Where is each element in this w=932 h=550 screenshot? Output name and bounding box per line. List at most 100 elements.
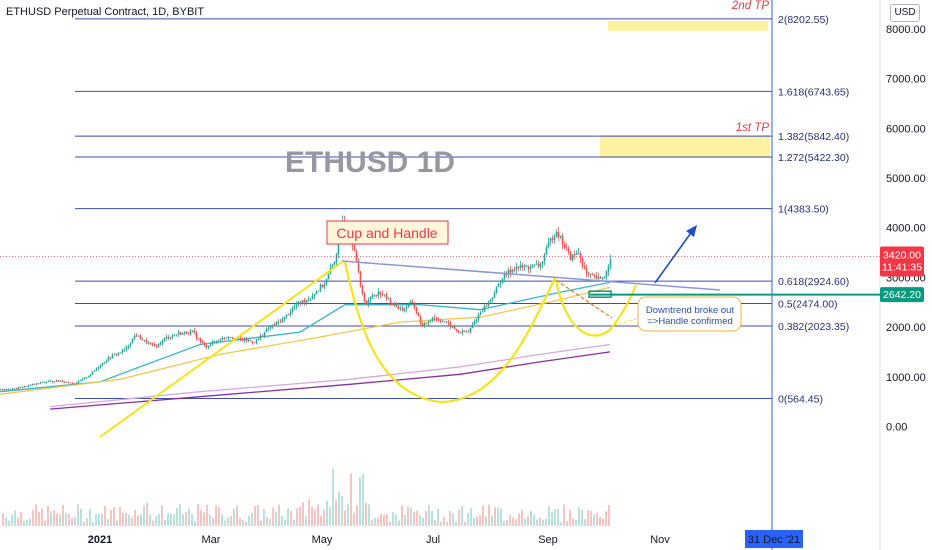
candle-body [501,278,504,284]
candle-body [157,343,160,348]
candle-body [315,291,318,295]
volume-bar [338,491,340,526]
candle-body [203,342,206,346]
volume-bar [41,508,43,526]
volume-bar [461,506,463,526]
candle-body [597,276,600,279]
candle-body [53,381,56,383]
candle-body [269,326,272,329]
volume-bar [428,504,430,526]
candle-body [165,336,168,339]
moving-average-line [49,351,611,410]
volume-bar [416,510,418,526]
candle-body [391,304,394,305]
x-tick-label: May [312,534,333,546]
candle-body [389,298,392,305]
candle-body [153,344,156,347]
candle-body [283,316,286,320]
candle-body [333,261,336,265]
candle-body [15,388,18,390]
candle-body [465,331,468,333]
volume-bar [167,513,169,526]
volume-bar [161,505,163,526]
candle-body [441,321,444,323]
candle-body [285,314,288,317]
candle-body [371,295,374,298]
candle-body [145,340,148,344]
volume-bar [467,512,469,526]
candle-body [121,349,124,353]
volume-bar [35,504,37,526]
candle-body [433,317,436,319]
candle-body [221,337,224,341]
candle-body [141,339,144,341]
candle-body [179,332,182,335]
candle-body [223,337,226,339]
candle-body [459,332,462,334]
volume-bar [32,509,34,526]
candle-body [395,302,398,307]
candle-body [331,264,334,268]
volume-bar [500,508,502,526]
volume-bar [305,516,307,526]
volume-bar [110,510,112,526]
volume-bar [335,500,337,526]
candle-body [517,266,520,268]
volume-bar [533,514,535,526]
candle-body [71,383,74,385]
candle-body [213,341,216,343]
volume-bar [395,514,397,526]
candle-body [307,299,310,301]
candle-body [575,253,578,255]
candle-body [83,377,86,379]
volume-bar [410,507,412,526]
currency-button[interactable]: USD [890,4,920,22]
volume-bar [308,499,310,526]
candle-body [601,277,604,279]
candle-body [431,317,434,321]
candle-body [101,362,104,366]
candle-body [297,301,300,305]
volume-bar [113,507,115,526]
volume-bar [5,517,7,526]
candle-body [469,327,472,332]
candle-body [55,380,58,382]
candle-body [579,253,582,259]
candle-body [107,357,110,361]
volume-bar [80,508,82,526]
support-price-value: 2642.20 [883,289,921,301]
candle-body [183,331,186,333]
candle-body [489,299,492,302]
volume-bar [164,519,166,526]
fib-label: 2(8202.55) [778,14,829,26]
candle-body [175,334,178,336]
volume-bar [203,512,205,526]
candle-body [257,338,260,341]
y-tick-label: 1000.00 [886,372,926,384]
candle-body [493,293,496,298]
candle-body [405,307,408,309]
candle-body [215,340,218,342]
candle-body [455,328,458,331]
candle-body [447,321,450,323]
candle-body [193,330,196,334]
candle-body [515,266,518,270]
candle-body [375,294,378,296]
volume-bar [149,514,151,526]
volume-bar [86,518,88,526]
volume-bar [563,504,565,526]
volume-bar [209,514,211,526]
volume-bar [515,519,517,526]
candle-body [335,254,338,262]
volume-bar [341,496,343,526]
candle-body [565,247,568,249]
volume-bar [212,517,214,526]
candle-body [135,335,138,337]
candle-body [271,324,274,327]
volume-bar [470,508,472,526]
candle-body [161,340,164,344]
candle-body [25,386,28,387]
volume-bar [185,512,187,526]
volume-bar [431,510,433,526]
